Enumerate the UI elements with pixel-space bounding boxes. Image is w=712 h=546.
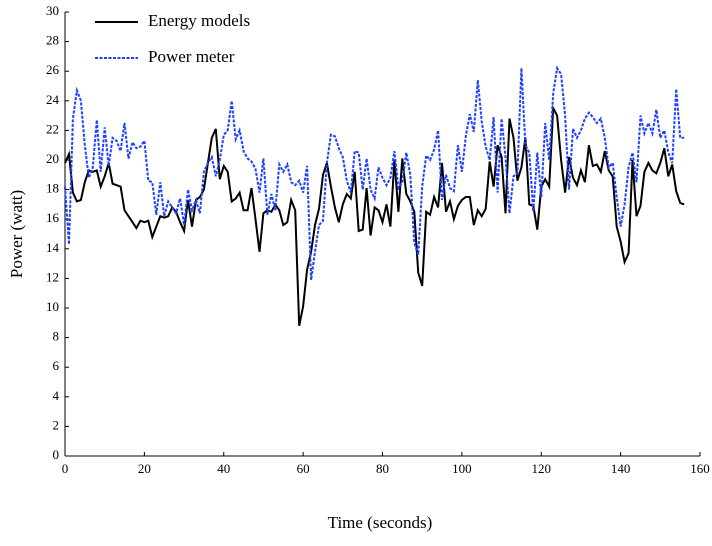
series-line: [64, 104, 685, 326]
y-tick-label: 30: [46, 3, 59, 18]
y-tick-label: 12: [46, 269, 59, 284]
y-tick-label: 20: [46, 151, 59, 166]
x-tick-label: 40: [217, 461, 230, 476]
x-tick-label: 80: [376, 461, 389, 476]
x-tick-label: 120: [532, 461, 552, 476]
y-tick-label: 24: [46, 92, 60, 107]
y-tick-label: 0: [53, 447, 60, 462]
y-tick-label: 8: [53, 329, 60, 344]
y-tick-label: 10: [46, 299, 59, 314]
x-tick-label: 60: [297, 461, 310, 476]
y-axis-label: Power (watt): [7, 190, 26, 278]
y-tick-label: 2: [53, 417, 60, 432]
x-tick-label: 160: [690, 461, 710, 476]
y-tick-label: 28: [46, 33, 59, 48]
y-tick-label: 14: [46, 240, 60, 255]
y-tick-label: 22: [46, 121, 59, 136]
x-tick-label: 100: [452, 461, 472, 476]
y-tick-label: 26: [46, 62, 60, 77]
y-tick-label: 18: [46, 181, 59, 196]
x-tick-label: 0: [62, 461, 69, 476]
y-tick-label: 6: [53, 358, 60, 373]
legend-label: Energy models: [148, 11, 250, 30]
legend-label: Power meter: [148, 47, 235, 66]
series-line: [64, 65, 685, 281]
y-tick-label: 4: [53, 388, 60, 403]
y-tick-label: 16: [46, 210, 60, 225]
x-tick-label: 20: [138, 461, 151, 476]
x-axis-label: Time (seconds): [328, 513, 433, 532]
x-tick-label: 140: [611, 461, 631, 476]
